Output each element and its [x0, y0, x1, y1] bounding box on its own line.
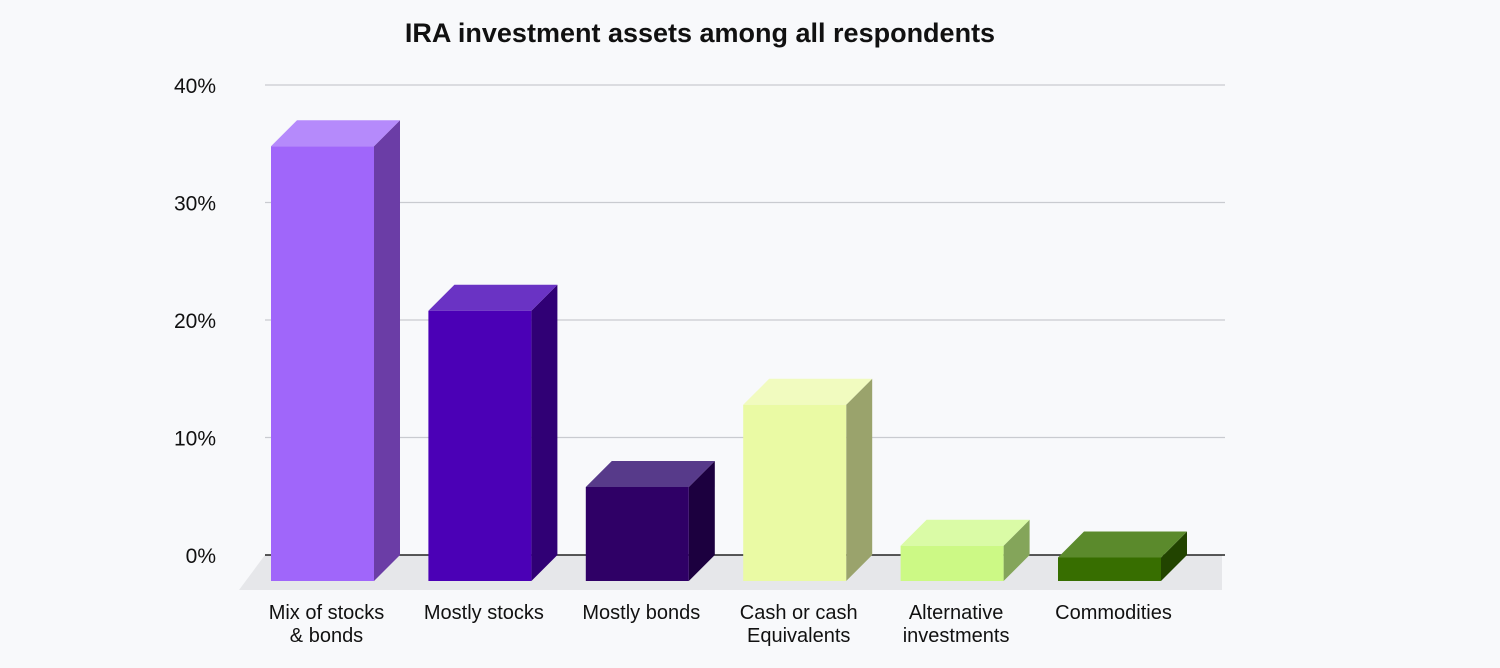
y-tick-label: 30% [174, 193, 216, 216]
y-tick-label: 40% [174, 75, 216, 98]
bar-top [743, 378, 873, 405]
bar [271, 146, 374, 581]
bar-top [428, 284, 558, 311]
bar [1058, 557, 1161, 581]
bar-top [900, 519, 1030, 546]
x-tick-label: Cash or cash Equivalents [740, 602, 858, 647]
bar-side [1003, 519, 1030, 581]
bar [428, 310, 532, 581]
bar-side [374, 120, 400, 581]
x-tick-label: Alternative investments [903, 602, 1010, 647]
bar-side [1161, 531, 1187, 581]
y-tick-label: 10% [174, 428, 216, 451]
y-tick-label: 0% [186, 545, 216, 568]
bar-side [688, 461, 715, 581]
bar-top [1058, 531, 1187, 558]
bar [743, 404, 847, 581]
bar-top [271, 120, 400, 147]
chart-title: IRA investment assets among all responde… [404, 18, 996, 48]
x-tick-label: Mostly bonds [582, 602, 700, 624]
x-tick-label: Commodities [1055, 602, 1172, 624]
y-tick-label: 20% [174, 310, 216, 333]
x-tick-label: Mostly stocks [424, 602, 544, 624]
x-tick-label: Mix of stocks & bonds [269, 602, 385, 647]
bar [900, 545, 1004, 581]
bar-side [531, 284, 558, 581]
bar-top [585, 461, 715, 487]
bar [585, 487, 689, 581]
bar-side [846, 378, 873, 581]
